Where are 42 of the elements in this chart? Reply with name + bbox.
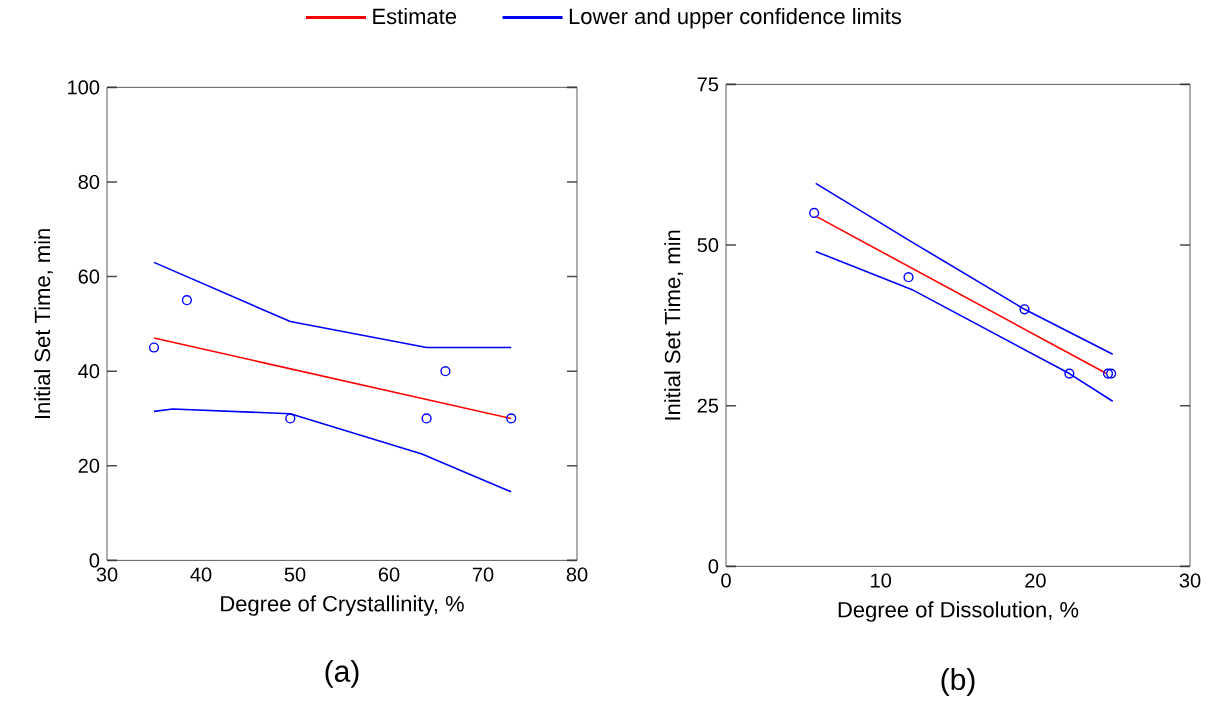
y-axis-title: Initial Set Time, min	[664, 230, 683, 420]
point	[1019, 304, 1030, 315]
x-tick-label: 10	[871, 573, 892, 588]
y-tick-label: 25	[697, 398, 719, 413]
point	[1106, 368, 1117, 379]
legend-label: Lower and upper confidence limits	[569, 7, 902, 29]
text: (b)	[941, 667, 975, 696]
point	[903, 271, 914, 283]
x-tick-label: 20	[1025, 573, 1046, 588]
y-tick-label: 60	[78, 269, 100, 284]
line-series	[814, 250, 1114, 402]
point	[181, 294, 192, 306]
x-axis-title: Degree of Crystallinity, %	[221, 595, 464, 616]
point	[285, 413, 296, 424]
x-tick-label: 50	[284, 567, 306, 582]
y-tick-label: 80	[78, 174, 100, 189]
point	[440, 365, 451, 377]
line-series	[153, 408, 512, 493]
x-axis-title: Degree of Dissolution, %	[838, 601, 1079, 622]
point	[148, 342, 160, 353]
y-tick-label: 0	[89, 553, 100, 568]
line-series	[814, 182, 1114, 355]
point	[1102, 368, 1114, 379]
point	[809, 207, 820, 218]
text: (a)	[325, 659, 359, 688]
point	[506, 413, 517, 424]
x-tick-label: 30	[96, 567, 118, 582]
y-tick-label: 40	[78, 363, 100, 379]
y-tick-label: 50	[697, 237, 719, 252]
x-tick-label: 0	[721, 573, 731, 588]
x-tick-label: 60	[378, 567, 400, 582]
point	[1064, 368, 1075, 379]
y-tick-label: 20	[78, 458, 100, 473]
x-tick-label: 30	[1179, 573, 1201, 588]
x-tick-label: 40	[190, 567, 212, 582]
point	[421, 413, 432, 424]
y-tick-label: 75	[697, 77, 719, 92]
y-tick-label: 100	[68, 80, 100, 95]
x-tick-label: 70	[472, 567, 494, 582]
x-tick-label: 80	[566, 567, 588, 582]
y-axis-title: Initial Set Time, min	[34, 228, 53, 418]
legend-label: Estimate	[373, 7, 457, 24]
